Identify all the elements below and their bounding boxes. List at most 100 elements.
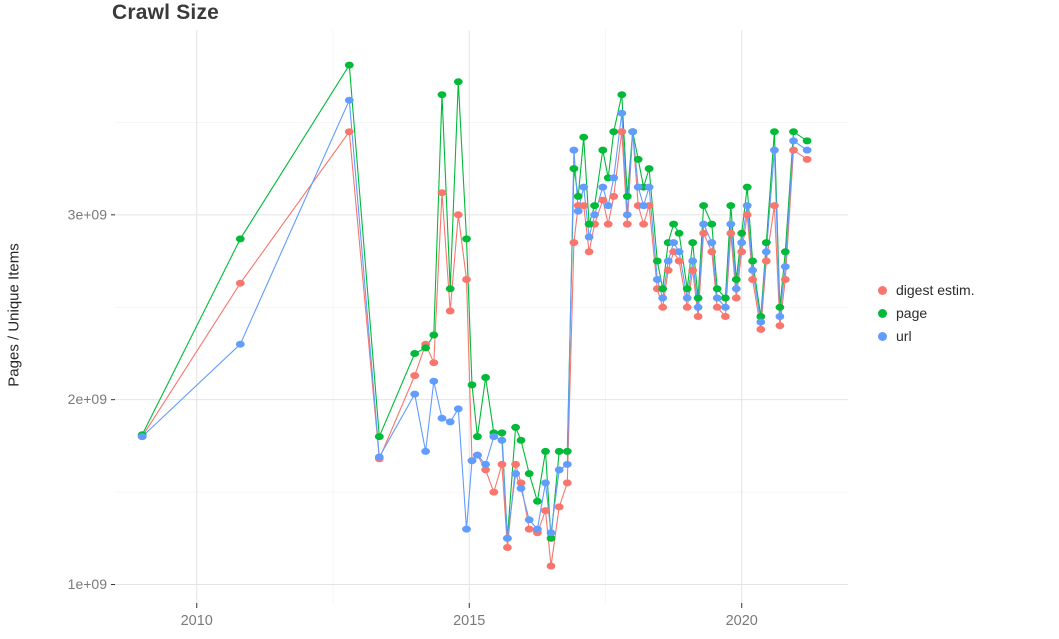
data-point [603, 202, 613, 210]
data-point [579, 202, 589, 210]
data-point [682, 285, 692, 293]
y-axis-label: Pages / Unique Items [5, 243, 23, 387]
data-point [674, 257, 684, 265]
series-line [141, 63, 808, 539]
x-tick-label: 2015 [453, 613, 485, 629]
data-point [569, 239, 579, 247]
legend-dot-icon [878, 285, 887, 295]
data-point [622, 211, 632, 219]
data-point [756, 318, 766, 326]
data-point [761, 248, 771, 256]
data-point [481, 466, 490, 474]
data-point [473, 433, 482, 441]
data-point [503, 544, 512, 551]
data-point [775, 313, 785, 320]
data-point [497, 460, 507, 468]
data-point [554, 503, 564, 511]
data-point [802, 146, 812, 154]
data-point [742, 183, 752, 191]
data-point [481, 374, 490, 381]
data-point [410, 390, 420, 398]
data-point [429, 377, 439, 385]
data-point [598, 146, 608, 154]
data-point [658, 285, 668, 293]
data-point [489, 433, 499, 441]
legend-label: page [896, 305, 928, 321]
data-point [546, 562, 556, 570]
data-point [137, 433, 147, 441]
data-point [663, 257, 673, 265]
data-point [609, 174, 619, 182]
data-point [421, 344, 430, 352]
data-point [467, 381, 477, 389]
data-point [633, 155, 643, 163]
x-tick-label: 2010 [181, 613, 213, 629]
data-point [721, 313, 730, 320]
data-point [802, 155, 812, 163]
legend-label: digest estim. [896, 282, 975, 298]
data-point [742, 211, 752, 219]
data-point [481, 460, 490, 468]
data-point [473, 451, 482, 459]
data-point [802, 137, 812, 145]
data-point [598, 196, 608, 204]
data-point [541, 447, 550, 455]
data-point [437, 414, 447, 422]
data-point [445, 418, 455, 426]
data-point [235, 235, 245, 243]
data-point [462, 235, 471, 243]
data-point [707, 220, 717, 228]
data-point [770, 202, 779, 210]
data-point [669, 220, 678, 228]
plot-panel: 1e+09 2e+09 3e+09 2010 2015 2020 [68, 30, 848, 629]
data-point [663, 266, 673, 274]
data-point [573, 192, 583, 200]
data-point [775, 303, 785, 311]
data-point [489, 488, 499, 496]
data-point [344, 61, 354, 69]
data-point [726, 202, 736, 210]
data-point [344, 128, 354, 136]
data-point [462, 276, 471, 283]
data-point [688, 257, 698, 265]
data-point [573, 207, 583, 215]
y-tick-label: 3e+09 [68, 206, 108, 222]
data-point [748, 257, 757, 265]
data-point [688, 239, 698, 247]
data-point [699, 220, 708, 228]
data-point [726, 229, 736, 237]
legend: digest estim. page url [878, 282, 975, 352]
data-point [562, 447, 572, 455]
data-point [584, 220, 594, 228]
data-point [658, 294, 668, 302]
data-point [737, 239, 747, 247]
data-point [644, 183, 654, 191]
legend-dot-icon [878, 308, 887, 318]
data-point [622, 220, 632, 228]
data-point [516, 484, 526, 492]
data-point [554, 466, 564, 474]
data-point [516, 436, 526, 444]
data-point [410, 372, 420, 380]
data-point [699, 202, 708, 210]
data-point [533, 497, 542, 505]
data-point [579, 133, 589, 141]
data-point [775, 322, 785, 330]
data-point [712, 303, 722, 311]
data-point [429, 359, 439, 367]
data-point [721, 303, 730, 311]
data-point [562, 479, 572, 487]
data-point [761, 239, 771, 247]
data-point [584, 233, 594, 241]
data-point [437, 91, 447, 99]
data-point [235, 340, 245, 348]
data-point [644, 165, 654, 173]
data-point [533, 525, 542, 533]
data-point [756, 325, 766, 333]
data-point [453, 78, 463, 86]
data-point [688, 266, 698, 274]
data-point [584, 248, 594, 256]
data-point [497, 436, 507, 444]
data-point [731, 276, 741, 283]
